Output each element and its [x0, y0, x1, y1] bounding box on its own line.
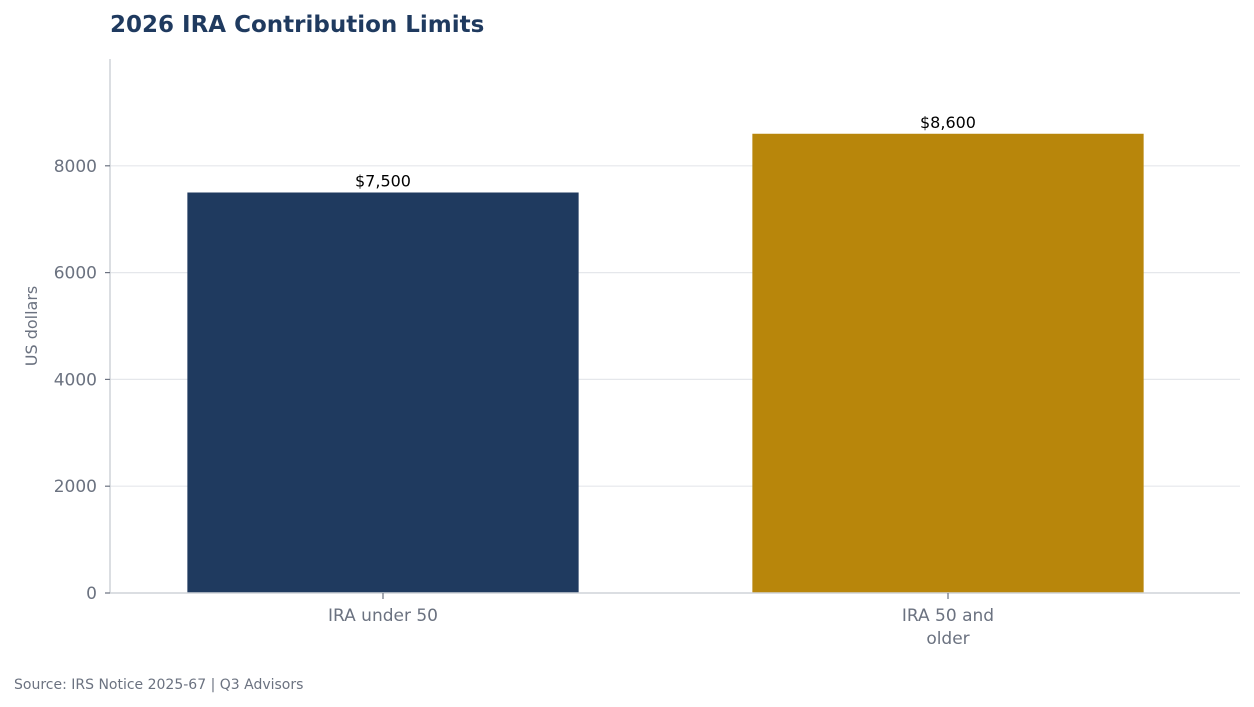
y-tick-label: 4000	[54, 370, 97, 390]
x-tick-labels: IRA under 50 IRA 50 and older	[328, 593, 994, 649]
bar-data-labels: $7,500 $8,600	[355, 113, 976, 191]
y-tick-label: 2000	[54, 477, 97, 497]
y-axis-label: US dollars	[22, 286, 41, 367]
bars	[187, 133, 1144, 593]
y-tick-label: 6000	[54, 264, 97, 284]
x-tick-label-line: IRA 50 and	[902, 606, 994, 626]
x-tick-label-line: older	[926, 629, 969, 649]
y-tick-label: 0	[86, 584, 97, 604]
y-tick-label: 8000	[54, 157, 97, 177]
x-tick-label-line: IRA under 50	[328, 606, 438, 626]
chart-title: 2026 IRA Contribution Limits	[110, 12, 484, 38]
axes	[109, 59, 1240, 594]
bar-data-label: $7,500	[355, 172, 411, 191]
x-tick-label: IRA 50 and older	[902, 606, 994, 649]
bar	[187, 192, 579, 593]
source-note: Source: IRS Notice 2025-67 | Q3 Advisors	[14, 677, 303, 693]
bar-data-label: $8,600	[920, 113, 976, 132]
y-tick-labels: 0 2000 4000 6000 8000	[54, 157, 110, 604]
bar	[752, 133, 1144, 593]
x-tick-label: IRA under 50	[328, 606, 438, 626]
